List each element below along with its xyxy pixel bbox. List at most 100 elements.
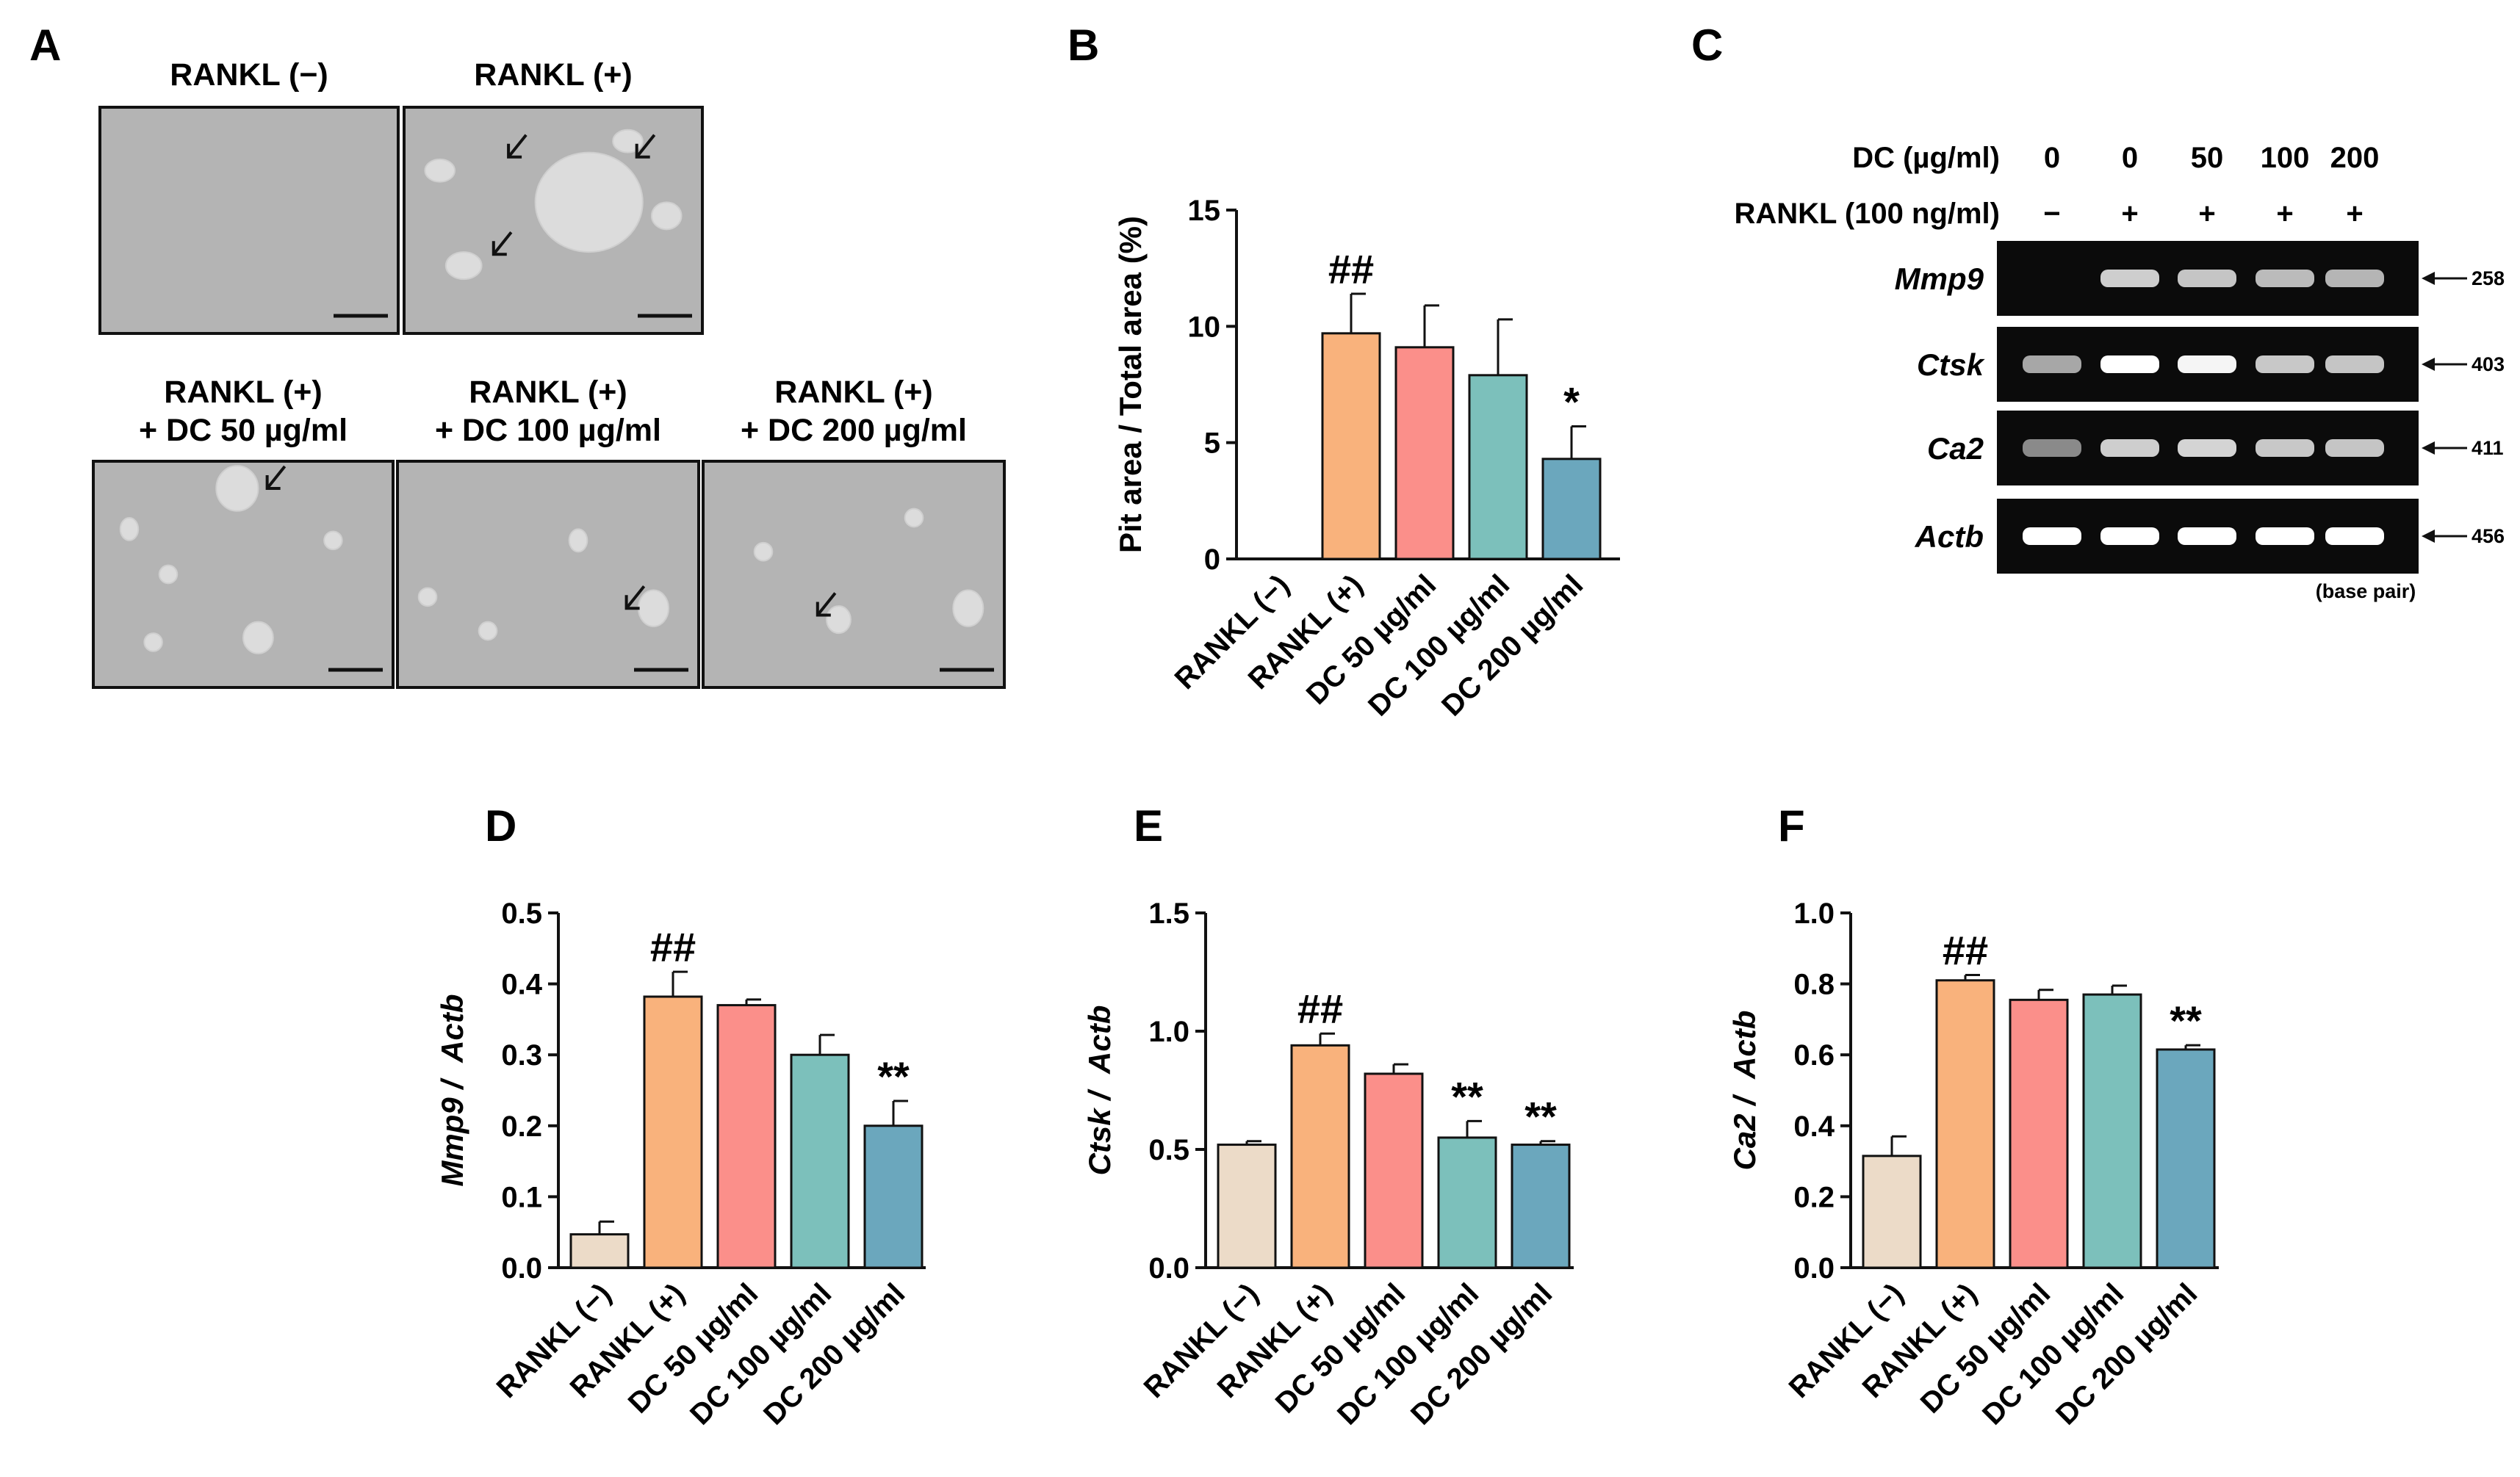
gel-row-ca2: Ca2 411 [1927, 411, 2504, 485]
arrow-icon [507, 134, 528, 159]
dc-row-label: DC (µg/ml) [1852, 142, 2000, 174]
gel-band [2256, 439, 2314, 457]
bar [716, 1004, 777, 1269]
panel-letter-a: A [29, 21, 61, 70]
panel-letter-b: B [1068, 21, 1099, 70]
y-tick-label: 0.0 [501, 1252, 542, 1285]
gel-band [2023, 439, 2081, 457]
resorption-pit [753, 541, 774, 562]
micrograph-4: RANKL (+)+ DC 100 µg/ml [396, 375, 700, 689]
resorption-pit [215, 465, 259, 512]
resorption-pit [143, 632, 163, 652]
gel-gene-label: Ctsk [1917, 347, 1986, 382]
rankl-value: − [2043, 198, 2060, 230]
y-tick-label: 0.0 [1793, 1252, 1835, 1285]
y-tick-label: 0.2 [501, 1111, 542, 1143]
rankl-value: + [2276, 198, 2293, 230]
bar [1468, 374, 1528, 560]
gel-band [2256, 355, 2314, 373]
resorption-pit [826, 605, 852, 635]
resorption-pit [638, 589, 669, 627]
base-pair-size: 456 [2472, 525, 2505, 547]
y-tick-label: 15 [1188, 195, 1221, 227]
resorption-pit [242, 621, 274, 654]
micrograph-subtitle: + DC 200 µg/ml [741, 413, 967, 448]
significance-mark: ## [1943, 928, 1988, 974]
arrow-left-icon [2422, 530, 2467, 543]
gel-band [2256, 527, 2314, 545]
resorption-pit [417, 587, 438, 607]
rankl-value: + [2346, 198, 2363, 230]
significance-mark: ## [650, 924, 696, 970]
micrograph-2: RANKL (+) [403, 57, 704, 335]
gel-gene-label: Mmp9 [1895, 261, 1984, 296]
resorption-pit [568, 528, 588, 553]
y-tick-label: 0.4 [1793, 1111, 1835, 1143]
y-axis-label-ref: Actb [435, 994, 469, 1063]
significance-mark: ** [2170, 997, 2202, 1044]
micrograph-5: RANKL (+)+ DC 200 µg/ml [702, 375, 1006, 689]
gel-gene-label: Actb [1915, 519, 1984, 554]
bar [1321, 332, 1381, 560]
gel-row-actb: Actb 456 [1915, 499, 2505, 574]
arrow-icon [816, 592, 837, 617]
y-axis-label-gene: Ctsk / [1082, 1084, 1117, 1175]
dc-value: 100 [2261, 142, 2310, 174]
rankl-value: + [2121, 198, 2138, 230]
resorption-pit [158, 564, 179, 585]
micrograph-frame [702, 460, 1006, 689]
gel-row-mmp9: Mmp9 258 [1895, 241, 2505, 316]
resorption-pit [650, 201, 683, 231]
resorption-pit [424, 158, 456, 183]
gel-band [2178, 527, 2236, 545]
resorption-pit [904, 508, 924, 528]
gel-band [2325, 355, 2384, 373]
rankl-value: + [2198, 198, 2215, 230]
significance-mark: * [1563, 379, 1580, 425]
significance-mark: ** [877, 1053, 910, 1099]
significance-mark: ** [1451, 1073, 1483, 1119]
micrograph-3: RANKL (+)+ DC 50 µg/ml [92, 375, 395, 689]
resorption-pit [534, 151, 644, 253]
bar [790, 1053, 850, 1269]
rankl-row-label: RANKL (100 ng/ml) [1734, 198, 2000, 230]
base-pair-size: 411 [2472, 437, 2504, 459]
y-tick-label: 0.0 [1148, 1252, 1189, 1285]
dc-value: 200 [2330, 142, 2380, 174]
y-tick-label: 0.4 [501, 969, 542, 1001]
bar [863, 1124, 924, 1269]
gel-band [2325, 527, 2384, 545]
arrow-icon [492, 231, 513, 256]
bar [1862, 1155, 1922, 1269]
y-axis-label: Mmp9 / Actb [435, 994, 469, 1186]
y-tick-label: 5 [1204, 427, 1220, 460]
micrograph-title: RANKL (+) [164, 375, 322, 410]
arrow-icon [265, 465, 287, 490]
panel-letter-d: D [485, 801, 516, 851]
bar [1217, 1144, 1277, 1269]
bar [1364, 1072, 1424, 1269]
gel-band [2023, 355, 2081, 373]
y-tick-label: 0.1 [501, 1181, 542, 1213]
resorption-pit [478, 621, 498, 641]
micrograph-subtitle: + DC 100 µg/ml [435, 413, 661, 448]
significance-mark: ** [1524, 1094, 1557, 1140]
micrograph-1: RANKL (−) [98, 57, 400, 335]
arrow-left-icon [2422, 358, 2467, 371]
micrograph-title: RANKL (+) [474, 57, 632, 93]
y-tick-label: 1.5 [1148, 898, 1189, 930]
y-tick-label: 10 [1188, 311, 1221, 343]
y-axis-label-ref: Actb [1082, 1005, 1117, 1075]
y-axis-label: Pit area / Total area (%) [1113, 216, 1148, 553]
panel-letter-e: E [1134, 801, 1163, 851]
bar [1935, 979, 1995, 1269]
y-axis-label: Ctsk / Actb [1082, 1005, 1117, 1176]
resorption-pit [323, 530, 343, 551]
y-tick-label: 1.0 [1148, 1016, 1189, 1048]
y-axis-label: Ca2 / Actb [1727, 1011, 1762, 1171]
gel-band [2178, 439, 2236, 457]
